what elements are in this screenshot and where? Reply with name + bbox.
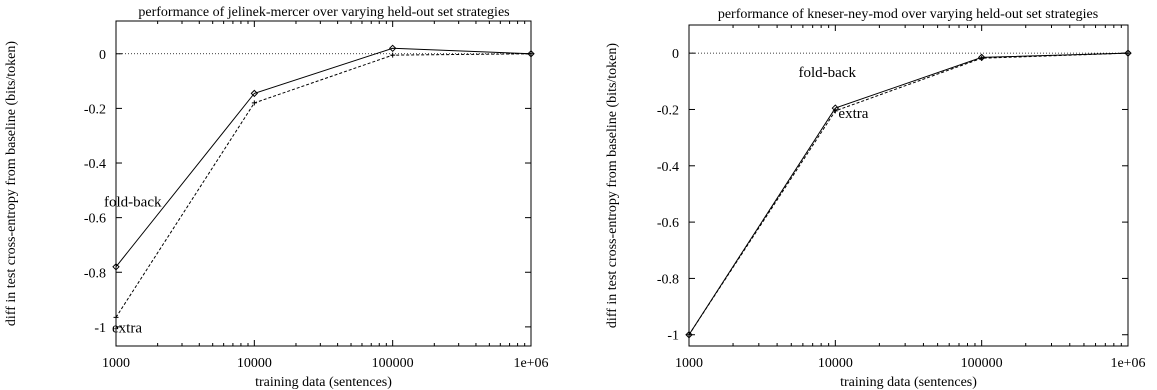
x-tick-label: 1000 — [675, 356, 703, 371]
series-line-extra — [115, 53, 532, 318]
y-tick-label: -0.8 — [657, 272, 679, 287]
x-tick-label: 1e+06 — [1110, 356, 1145, 371]
series-label-extra: extra — [112, 320, 142, 336]
series-label-fold-back: fold-back — [798, 65, 856, 81]
chart-jelinek-mercer: performance of jelinek-mercer over varyi… — [4, 5, 549, 390]
data-point-fold-back — [1124, 49, 1132, 57]
data-point-extra — [832, 108, 838, 114]
x-tick-label: 1000 — [102, 356, 130, 371]
data-point-fold-back — [250, 89, 259, 98]
data-point-extra — [251, 100, 257, 106]
y-tick-label: -0.6 — [84, 212, 106, 227]
data-point-fold-back — [112, 263, 120, 271]
plot-frame — [115, 20, 532, 347]
y-tick-label: -0.4 — [84, 157, 106, 172]
x-axis-label: training data (sentences) — [255, 375, 392, 390]
data-point-extra — [686, 332, 692, 338]
series-line-fold-back — [115, 47, 532, 268]
series-label-extra: extra — [838, 106, 868, 122]
x-axis-label: training data (sentences) — [840, 375, 977, 390]
x-tick-label: 1e+06 — [513, 356, 548, 371]
data-point-fold-back — [388, 44, 397, 53]
data-point-fold-back — [527, 50, 535, 58]
y-tick-label: -0.8 — [84, 266, 106, 281]
data-point-extra — [1125, 50, 1131, 56]
y-tick-label: 0 — [672, 47, 679, 62]
x-tick-label: 100000 — [961, 356, 1003, 371]
y-tick-label: 0 — [99, 48, 106, 63]
data-point-extra — [979, 55, 985, 61]
y-axis-label: diff in test cross-entropy from baseline… — [605, 43, 620, 328]
y-tick-label: -1 — [667, 329, 679, 344]
series-label-fold-back: fold-back — [104, 195, 162, 211]
y-tick-label: -0.2 — [657, 103, 679, 118]
y-tick-label: -0.4 — [657, 160, 679, 175]
data-point-extra — [390, 52, 396, 58]
chart-kneser-ney-mod: performance of kneser-ney-mod over varyi… — [605, 7, 1146, 390]
series-line-fold-back — [688, 52, 1129, 336]
chart-title: performance of jelinek-mercer over varyi… — [138, 5, 509, 20]
y-tick-label: -0.2 — [84, 102, 106, 117]
y-axis-label: diff in test cross-entropy from baseline… — [4, 41, 19, 326]
data-point-extra — [113, 314, 119, 320]
series-line-extra — [688, 52, 1129, 336]
x-tick-label: 10000 — [818, 356, 853, 371]
chart-title: performance of kneser-ney-mod over varyi… — [718, 7, 1098, 22]
x-tick-label: 100000 — [372, 356, 414, 371]
y-tick-label: -0.6 — [657, 216, 679, 231]
data-point-fold-back — [685, 331, 693, 339]
y-tick-label: -1 — [94, 321, 106, 336]
plot-frame — [688, 24, 1129, 347]
data-point-extra — [528, 51, 534, 57]
x-tick-label: 10000 — [237, 356, 272, 371]
